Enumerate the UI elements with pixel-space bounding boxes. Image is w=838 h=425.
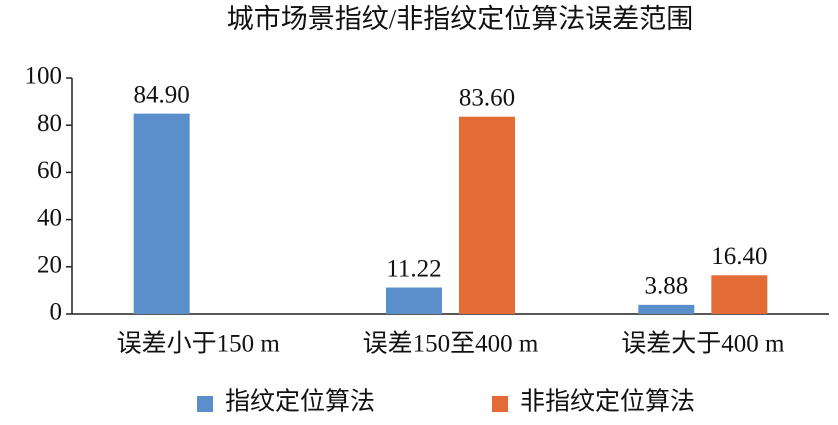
y-tick-label: 80 [37,110,62,137]
legend-label: 非指纹定位算法 [520,388,695,416]
y-tick-label: 40 [37,204,62,231]
value-label: 3.88 [644,273,688,300]
bar [386,287,442,314]
y-tick-label: 60 [37,157,62,184]
bar [711,275,768,314]
value-label: 84.90 [134,81,190,108]
y-tick-label: 20 [37,252,62,279]
legend-swatch [197,396,213,412]
chart-title: 城市场景指纹/非指纹定位算法误差范围 [227,4,694,34]
bar [133,113,190,314]
value-label: 11.22 [386,255,441,282]
value-label: 16.40 [711,243,767,270]
y-tick-label: 100 [25,63,63,90]
y-tick-label: 0 [50,299,63,326]
bar [638,304,695,314]
bar [459,116,515,314]
legend-label: 指纹定位算法 [225,388,375,416]
x-tick-label: 误差大于400 m [621,330,785,358]
value-label: 83.60 [459,84,515,111]
legend-swatch [492,396,508,412]
x-tick-label: 误差小于150 m [117,330,281,358]
x-tick-label: 误差150至400 m [363,330,539,358]
